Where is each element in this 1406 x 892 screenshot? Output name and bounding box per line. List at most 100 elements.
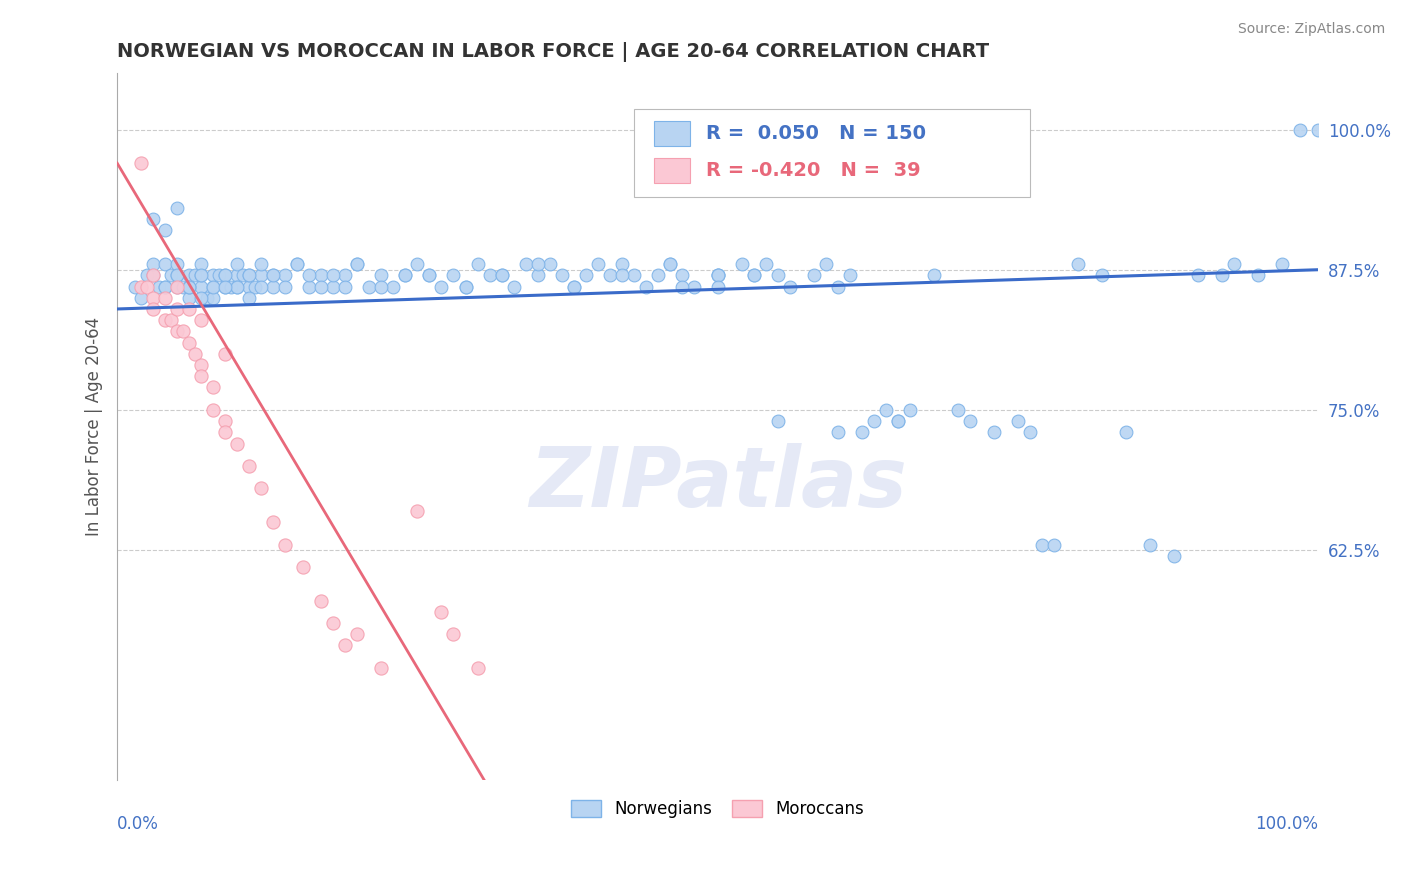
Point — [190, 268, 212, 283]
Point — [172, 279, 194, 293]
Point — [245, 279, 267, 293]
Point — [1163, 549, 1185, 563]
Point — [190, 358, 212, 372]
Point — [394, 268, 416, 283]
Point — [370, 661, 392, 675]
Point — [491, 268, 513, 283]
Point — [430, 279, 453, 293]
Point — [202, 279, 225, 293]
Text: Source: ZipAtlas.com: Source: ZipAtlas.com — [1237, 22, 1385, 37]
Point — [1247, 268, 1270, 283]
Point — [610, 268, 633, 283]
Point — [190, 268, 212, 283]
Point — [478, 268, 501, 283]
Point — [1031, 537, 1053, 551]
Point — [166, 301, 188, 316]
Point — [232, 268, 254, 283]
Point — [250, 268, 273, 283]
Point — [443, 268, 465, 283]
Point — [160, 313, 183, 327]
Point — [214, 279, 236, 293]
Point — [202, 291, 225, 305]
Point — [274, 279, 297, 293]
Point — [863, 414, 886, 428]
Point — [370, 279, 392, 293]
Point — [179, 335, 201, 350]
Point — [335, 268, 357, 283]
Point — [562, 279, 585, 293]
Point — [190, 279, 212, 293]
Point — [658, 257, 681, 271]
Point — [983, 425, 1005, 440]
Point — [322, 268, 344, 283]
Point — [274, 537, 297, 551]
Point — [184, 347, 207, 361]
Point — [298, 268, 321, 283]
Point — [250, 279, 273, 293]
Point — [1091, 268, 1114, 283]
Point — [179, 291, 201, 305]
Point — [922, 268, 945, 283]
Point — [370, 268, 392, 283]
Point — [298, 279, 321, 293]
Point — [238, 458, 260, 473]
Point — [250, 482, 273, 496]
Point — [262, 268, 284, 283]
Point — [226, 257, 249, 271]
Point — [346, 257, 368, 271]
Point — [599, 268, 621, 283]
Point — [202, 279, 225, 293]
Point — [335, 279, 357, 293]
Point — [887, 414, 910, 428]
Point — [155, 223, 177, 237]
Point — [172, 325, 194, 339]
Point — [838, 268, 860, 283]
Point — [166, 325, 188, 339]
Point — [1223, 257, 1246, 271]
Point — [382, 279, 405, 293]
Point — [467, 661, 489, 675]
Point — [226, 279, 249, 293]
Point — [166, 268, 188, 283]
Point — [166, 257, 188, 271]
Point — [515, 257, 537, 271]
Point — [214, 347, 236, 361]
Point — [671, 279, 693, 293]
Point — [779, 279, 801, 293]
Point — [285, 257, 308, 271]
Point — [238, 268, 260, 283]
Point — [179, 301, 201, 316]
Point — [148, 279, 170, 293]
Point — [671, 268, 693, 283]
Point — [311, 279, 333, 293]
Point — [526, 257, 548, 271]
Point — [575, 268, 598, 283]
Point — [155, 313, 177, 327]
Point — [538, 257, 561, 271]
Point — [706, 268, 728, 283]
Text: R =  0.050   N = 150: R = 0.050 N = 150 — [706, 124, 925, 143]
Point — [1043, 537, 1066, 551]
Point — [1308, 122, 1330, 136]
Y-axis label: In Labor Force | Age 20-64: In Labor Force | Age 20-64 — [86, 318, 103, 536]
Point — [526, 268, 548, 283]
Point — [262, 268, 284, 283]
Point — [1019, 425, 1042, 440]
Point — [190, 313, 212, 327]
Point — [285, 257, 308, 271]
Point — [179, 268, 201, 283]
Point — [166, 279, 188, 293]
Point — [335, 639, 357, 653]
Point — [166, 279, 188, 293]
Point — [226, 436, 249, 450]
Point — [394, 268, 416, 283]
Point — [454, 279, 477, 293]
Point — [311, 593, 333, 607]
Point — [238, 291, 260, 305]
Point — [755, 257, 778, 271]
Point — [226, 268, 249, 283]
Point — [706, 268, 728, 283]
Point — [221, 279, 243, 293]
Point — [827, 279, 849, 293]
Point — [322, 615, 344, 630]
